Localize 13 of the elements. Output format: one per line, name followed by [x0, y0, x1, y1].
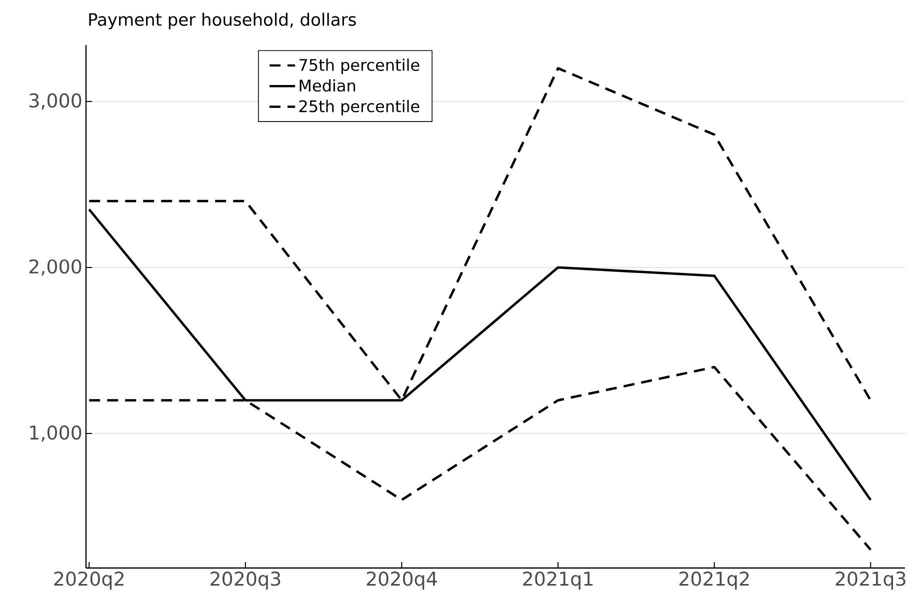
y-tick-label: 1,000: [30, 425, 82, 442]
x-tick-label: 2020q2: [54, 572, 124, 590]
legend-label: 75th percentile: [300, 58, 420, 74]
x-tick-label: 2020q4: [366, 572, 437, 590]
x-tick-label: 2021q3: [836, 572, 906, 590]
chart-title: Payment per household, dollars: [89, 12, 356, 30]
x-tick-label: 2020q3: [210, 572, 280, 590]
y-tick-label: 3,000: [30, 93, 82, 110]
y-tick-label: 2,000: [29, 259, 82, 276]
legend-label: Median: [300, 79, 356, 92]
legend-label: 25th percentile: [299, 100, 420, 116]
x-tick-label: 2021q2: [679, 572, 749, 590]
x-tick-label: 2021q1: [523, 572, 593, 590]
